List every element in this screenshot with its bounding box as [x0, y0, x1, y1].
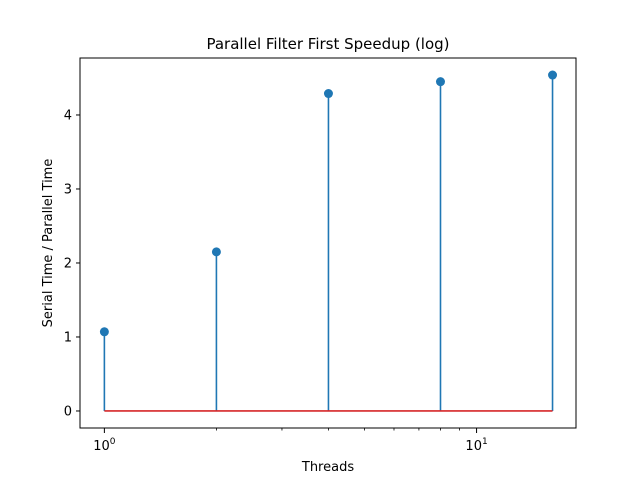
axis-ticks: 0 1 2 3 4 100 101	[64, 108, 488, 454]
y-tick-label: 4	[64, 108, 72, 123]
stem-marker	[211, 247, 221, 257]
plot-area-frame	[79, 57, 577, 429]
x-tick-label: 101	[465, 437, 487, 454]
y-tick-label: 2	[64, 256, 72, 271]
x-tick-label: 100	[93, 437, 116, 454]
stem-marker	[323, 89, 333, 99]
y-tick-label: 1	[64, 330, 72, 345]
x-axis-label: Threads	[301, 460, 354, 475]
y-tick-label: 3	[64, 182, 72, 197]
stem-marker	[548, 70, 558, 80]
chart-title: Parallel Filter First Speedup (log)	[206, 35, 449, 53]
stem-marker	[99, 327, 109, 337]
y-axis-label: Serial Time / Parallel Time	[41, 159, 56, 328]
y-tick-label: 0	[64, 404, 72, 419]
stem-series	[99, 70, 558, 412]
stem-marker	[435, 77, 445, 87]
